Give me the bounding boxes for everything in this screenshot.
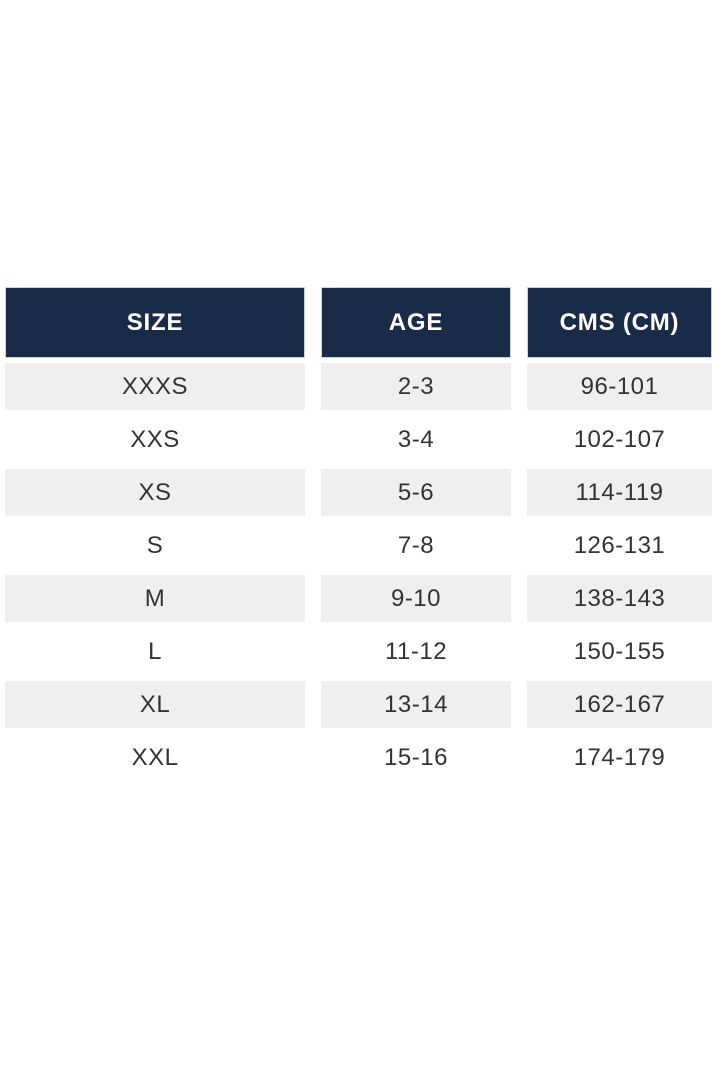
table-body: XXXS 2-3 96-101 XXS 3-4 102-107 XS 5-6 1…: [5, 360, 712, 784]
cell-size: XXS: [130, 425, 180, 453]
header-cell-size: SIZE: [5, 287, 305, 358]
cell-age: 7-8: [397, 531, 435, 559]
cell-age: 2-3: [321, 360, 511, 413]
cell-cms: 114-119: [527, 466, 712, 519]
cell-cms: 174-179: [573, 743, 666, 771]
cell-size: L: [148, 637, 162, 665]
cell-size: XXXS: [5, 360, 305, 413]
cell-size: S: [146, 531, 164, 559]
table-row: XS 5-6 114-119: [5, 466, 712, 519]
cell-cms: 102-107: [573, 425, 666, 453]
cell-cms: 150-155: [573, 637, 666, 665]
size-chart-table: SIZE AGE CMS (CM) XXXS 2-3 96-101 XXS 3-…: [5, 287, 712, 784]
cell-size: XL: [5, 678, 305, 731]
table-row: L 11-12 150-155: [5, 625, 712, 678]
cell-age: 9-10: [321, 572, 511, 625]
table-row: XL 13-14 162-167: [5, 678, 712, 731]
cell-age: 13-14: [321, 678, 511, 731]
table-row: M 9-10 138-143: [5, 572, 712, 625]
header-cell-cms: CMS (CM): [527, 287, 712, 358]
table-row: XXS 3-4 102-107: [5, 413, 712, 466]
table-header-row: SIZE AGE CMS (CM): [5, 287, 712, 358]
cell-size: M: [5, 572, 305, 625]
cell-cms: 96-101: [527, 360, 712, 413]
table-row: XXL 15-16 174-179: [5, 731, 712, 784]
cell-cms: 126-131: [573, 531, 666, 559]
table-row: XXXS 2-3 96-101: [5, 360, 712, 413]
cell-age: 3-4: [397, 425, 435, 453]
cell-age: 11-12: [384, 637, 448, 665]
cell-cms: 138-143: [527, 572, 712, 625]
header-cell-age: AGE: [321, 287, 511, 358]
table-row: S 7-8 126-131: [5, 519, 712, 572]
cell-cms: 162-167: [527, 678, 712, 731]
cell-age: 15-16: [384, 743, 448, 771]
cell-size: XXL: [131, 743, 179, 771]
cell-age: 5-6: [321, 466, 511, 519]
cell-size: XS: [5, 466, 305, 519]
